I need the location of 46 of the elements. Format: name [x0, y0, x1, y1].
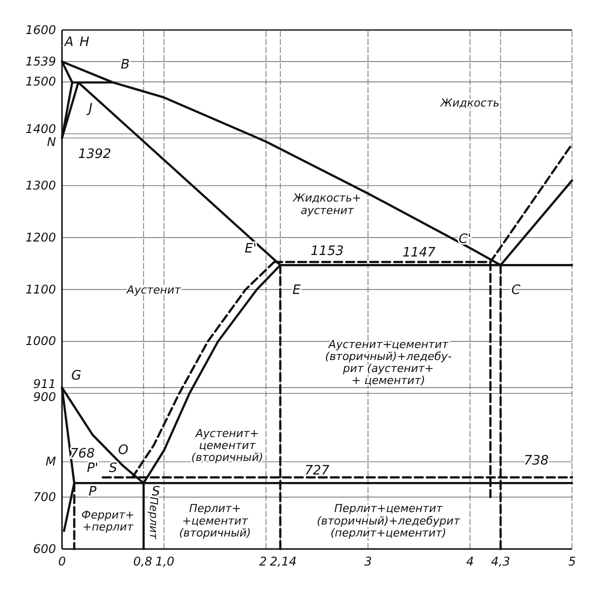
y-tick-label: 900: [33, 390, 56, 404]
y-tick-label: M: [46, 454, 57, 469]
x-tick-label: 0,8: [133, 554, 153, 569]
y-tick-label: 1400: [25, 122, 56, 136]
y-tick-label: 700: [33, 490, 56, 504]
annotation: H: [80, 34, 90, 50]
y-tick-label: 1600: [25, 22, 56, 37]
annotation: P: [88, 484, 97, 500]
annotation: E: [292, 283, 302, 298]
x-tick-label: 1,0: [155, 554, 175, 569]
annotation: Перлит+ +цементит (вторичный): [179, 502, 251, 540]
x-tick-label: 5: [568, 554, 576, 569]
x-tick-label: 4,3: [491, 554, 510, 569]
annotation: Перлит+цементит (вторичный)+ледебурит (перлит+цементит): [316, 502, 461, 540]
annotation: B: [120, 57, 130, 72]
annotation: C: [511, 283, 522, 298]
annotation: S: [108, 461, 118, 476]
x-tick-label: 2,14: [270, 554, 297, 569]
annotation: G: [71, 368, 82, 384]
annotation: A: [64, 34, 74, 50]
annotation: 1153: [310, 244, 344, 260]
annotation: 727: [304, 464, 330, 479]
annotation: J: [86, 101, 93, 116]
y-tick-label: 911: [33, 376, 56, 391]
annotation: Жидкость: [440, 96, 500, 110]
annotation: E': [244, 242, 257, 257]
annotation: Жидкость+ аустенит: [292, 192, 362, 217]
y-tick-label: 1100: [25, 282, 56, 296]
annotation: O: [118, 442, 128, 458]
annotation: 1392: [78, 147, 112, 162]
y-tick-label: 1000: [25, 334, 56, 348]
y-tick-label: 1539: [25, 54, 56, 68]
annotation: P': [86, 461, 98, 476]
y-tick-label: 1500: [25, 74, 56, 89]
x-tick-label: 4: [466, 554, 474, 569]
y-tick-label: N: [47, 135, 56, 150]
y-tick-label: 600: [33, 542, 56, 556]
annotation: Феррит+ +перлит: [81, 508, 134, 534]
annotation: Аустенит+ цементит (вторичный): [191, 426, 264, 464]
annotation: 1147: [402, 246, 436, 261]
x-tick-label: 0: [58, 554, 66, 569]
annotation: Аустенит+цементит (вторичный)+ледебу- рит (аустенит+ + цементит): [325, 338, 452, 388]
y-tick-label: 1200: [25, 230, 56, 244]
x-tick-label: 3: [364, 554, 372, 569]
y-tick-label: 1300: [25, 178, 56, 193]
x-tick-label: 2: [259, 554, 267, 569]
